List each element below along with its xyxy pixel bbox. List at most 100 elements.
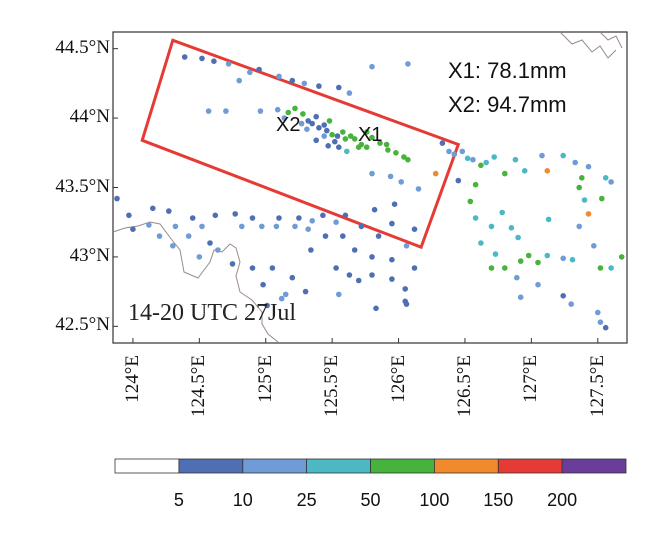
station-point: [355, 277, 362, 284]
station-point: [146, 222, 152, 228]
station-point: [464, 155, 471, 162]
station-point: [387, 173, 394, 180]
station-point: [369, 134, 375, 141]
station-point: [322, 233, 329, 239]
station-point: [512, 156, 519, 163]
station-point: [229, 261, 236, 267]
lon-tick-label: 125°E: [254, 355, 276, 403]
station-point: [544, 168, 551, 174]
station-point: [332, 138, 338, 145]
station-point: [491, 154, 498, 160]
station-point: [172, 223, 179, 230]
station-point: [403, 243, 410, 249]
station-point: [305, 118, 312, 124]
station-point: [347, 133, 354, 139]
point-label-x2: X2: [276, 114, 301, 136]
station-point: [363, 144, 370, 150]
station-point: [316, 83, 322, 89]
colorbar-segment: [561, 458, 627, 474]
station-point: [239, 223, 245, 230]
station-point: [336, 84, 342, 91]
station-point: [585, 163, 592, 170]
station-point: [289, 274, 296, 281]
station-point: [521, 168, 528, 174]
station-point: [560, 293, 566, 299]
station-point: [369, 272, 375, 278]
station-point: [276, 73, 282, 80]
colorbar-label: 50: [360, 490, 381, 510]
station-point: [539, 152, 545, 159]
station-point: [313, 113, 320, 120]
station-point: [304, 126, 310, 132]
station-point: [276, 215, 282, 221]
station-point: [597, 319, 604, 326]
station-point: [126, 212, 132, 219]
highlight-box: [140, 38, 461, 250]
station-point: [215, 247, 221, 253]
station-point: [389, 256, 395, 263]
station-point: [608, 179, 614, 185]
colorbar-label: 200: [547, 490, 578, 510]
colorbar-segment: [306, 458, 371, 474]
boundary-line: [559, 31, 617, 59]
lon-tick-label: 126°E: [387, 355, 409, 403]
station-point: [301, 80, 308, 87]
station-point: [249, 265, 256, 271]
station-point: [309, 120, 316, 127]
station-point: [446, 148, 452, 155]
station-point: [591, 243, 597, 249]
station-point: [296, 215, 302, 221]
colorbar-label: 100: [419, 490, 450, 510]
station-point: [313, 137, 320, 144]
station-point: [308, 247, 314, 253]
station-point: [478, 240, 484, 246]
station-point: [344, 148, 350, 155]
station-point: [499, 209, 506, 216]
station-point: [391, 201, 398, 207]
point-label-x1: X1: [358, 124, 383, 146]
station-point: [199, 223, 205, 230]
station-point: [385, 147, 391, 153]
station-point: [402, 298, 409, 305]
station-point: [371, 206, 378, 213]
station-point: [502, 170, 508, 177]
station-point: [199, 55, 205, 62]
station-point: [289, 77, 296, 84]
station-point: [346, 272, 353, 278]
station-point: [212, 212, 219, 219]
station-point: [166, 208, 172, 214]
station-point: [369, 170, 375, 177]
station-point: [285, 109, 292, 116]
station-point: [358, 223, 365, 230]
station-point: [340, 233, 346, 239]
station-point: [264, 302, 270, 309]
station-point: [181, 54, 188, 60]
station-point: [342, 136, 349, 142]
boundary-line: [599, 31, 623, 49]
station-point: [472, 215, 479, 221]
station-point: [581, 197, 588, 203]
station-point: [517, 258, 524, 264]
station-point: [196, 254, 203, 260]
colorbar-segment: [242, 458, 308, 474]
station-point: [211, 58, 217, 64]
station-point: [225, 61, 232, 67]
station-point: [401, 154, 407, 160]
station-point: [333, 265, 339, 271]
station-point: [595, 309, 601, 316]
station-point: [170, 243, 176, 249]
station-point: [247, 69, 253, 76]
station-point: [478, 162, 484, 169]
station-point: [326, 118, 333, 124]
station-point: [439, 140, 446, 146]
station-point: [309, 218, 316, 224]
station-point: [342, 212, 349, 219]
station-point: [369, 63, 375, 70]
station-point: [369, 254, 375, 260]
station-point: [334, 133, 341, 139]
station-point: [274, 106, 281, 113]
lon-tick-label: 124°E: [121, 355, 143, 403]
station-point: [470, 156, 476, 163]
station-point: [333, 219, 339, 225]
